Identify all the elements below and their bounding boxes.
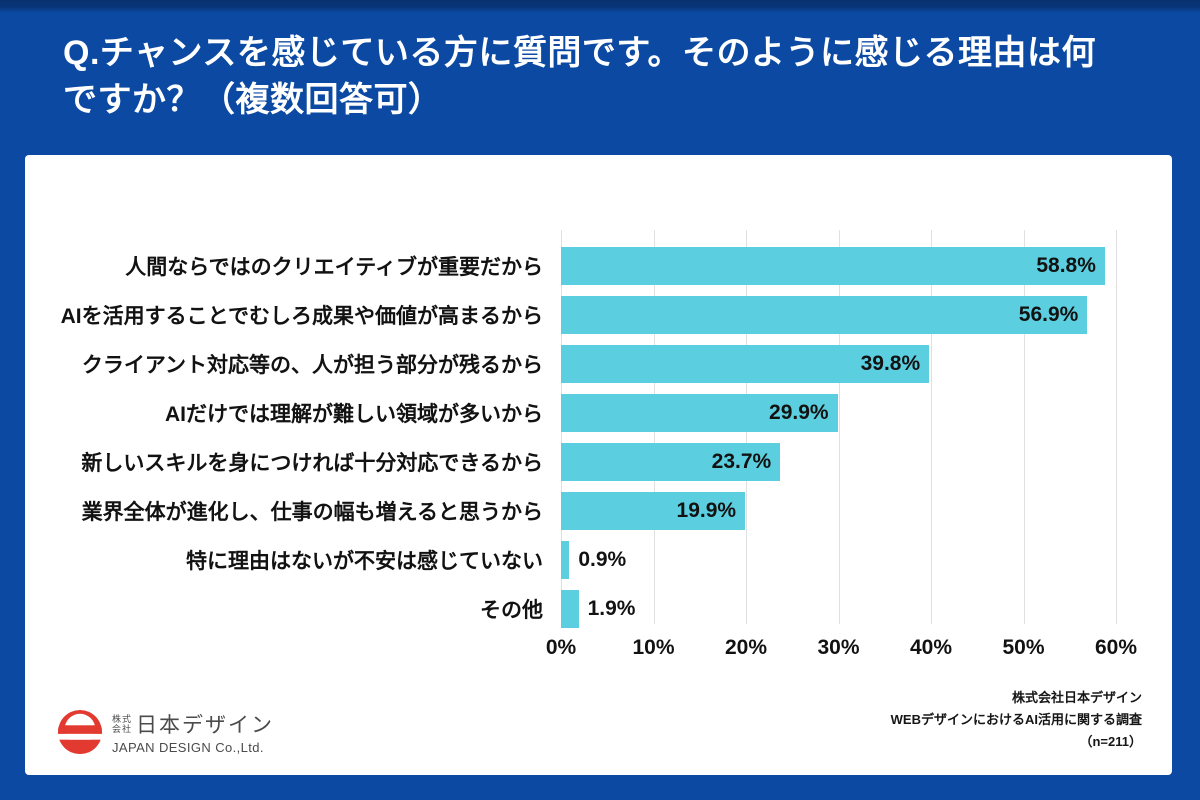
x-tick-label: 30% — [817, 636, 860, 659]
top-edge-shade — [0, 0, 1200, 13]
chart-card: 人間ならではのクリエイティブが重要だから 58.8% AIを活用することでむしろ… — [25, 155, 1172, 775]
category-label: 業界全体が進化し、仕事の幅も増えると思うから — [81, 500, 543, 524]
value-label: 29.9% — [769, 400, 829, 424]
question-title-line2: ですか？（複数回答可） — [63, 80, 443, 119]
bar-row: 人間ならではのクリエイティブが重要だから 58.8% — [25, 241, 1172, 290]
bar-rows: 人間ならではのクリエイティブが重要だから 58.8% AIを活用することでむしろ… — [25, 241, 1172, 633]
survey-source: 株式会社日本デザイン WEBデザインにおけるAI活用に関する調査 （n=211） — [891, 687, 1142, 753]
logo-prefix: 株式 会社 — [112, 714, 132, 735]
bar-row: 業界全体が進化し、仕事の幅も増えると思うから 19.9% — [25, 486, 1172, 535]
bar-track: 0.9% — [561, 540, 1172, 579]
x-tick-label: 40% — [909, 636, 953, 659]
bar — [561, 442, 781, 481]
value-label: 39.8% — [860, 351, 921, 375]
x-tick-label: 20% — [724, 636, 768, 659]
value-label: 0.9% — [578, 547, 627, 571]
value-label: 19.9% — [676, 498, 737, 522]
bar — [561, 246, 1105, 285]
source-survey-title: WEBデザインにおけるAI活用に関する調査 — [890, 711, 1142, 727]
bar-row: AIだけでは理解が難しい領域が多いから 29.9% — [25, 388, 1172, 437]
bar-track: 39.8% — [561, 344, 1172, 383]
category-label: 特に理由はないが不安は感じていない — [186, 549, 543, 573]
bar — [561, 344, 930, 383]
bar-row: AIを活用することでむしろ成果や価値が高まるから 56.9% — [25, 290, 1172, 339]
x-axis: 0% 10% 20% 30% 40% 50% 60% — [546, 635, 1137, 661]
bar — [561, 393, 838, 432]
gridline — [1023, 230, 1025, 624]
bar-row: クライアント対応等の、人が担う部分が残るから 39.8% — [25, 339, 1172, 388]
x-tick-label: 0% — [545, 636, 577, 659]
bar-track: 1.9% — [561, 589, 1172, 628]
x-tick-label: 60% — [1094, 636, 1138, 659]
bar-track: 58.8% — [561, 246, 1172, 285]
company-logo: 株式 会社 日本デザイン JAPAN DESIGN Co.,Ltd. — [57, 709, 274, 755]
value-label: 1.9% — [587, 596, 636, 620]
category-label: クライアント対応等の、人が担う部分が残るから — [81, 353, 543, 377]
bar-row: その他 1.9% — [25, 584, 1172, 633]
logo-text: 株式 会社 日本デザイン JAPAN DESIGN Co.,Ltd. — [112, 709, 274, 755]
bar — [561, 295, 1088, 334]
bar — [561, 589, 579, 628]
bar — [561, 540, 570, 579]
logo-prefix-top: 株式 — [112, 713, 133, 724]
category-label: 人間ならではのクリエイティブが重要だから — [125, 255, 543, 279]
bar — [561, 491, 746, 530]
question-title: Q.チャンスを感じている方に質問です。そのように感じる理由は何 ですか？（複数回… — [63, 30, 1153, 124]
bar-track: 23.7% — [561, 442, 1172, 481]
bar-track: 29.9% — [561, 393, 1172, 432]
value-label: 56.9% — [1018, 302, 1079, 326]
bar-row: 新しいスキルを身につければ十分対応できるから 23.7% — [25, 437, 1172, 486]
x-tick-label: 10% — [632, 636, 675, 659]
gridline — [838, 230, 840, 624]
category-label: AIを活用することでむしろ成果や価値が高まるから — [60, 304, 543, 328]
category-label: 新しいスキルを身につければ十分対応できるから — [81, 451, 543, 475]
bar-track: 56.9% — [561, 295, 1172, 334]
gridline — [931, 230, 932, 624]
value-label: 58.8% — [1036, 253, 1096, 277]
question-title-line1: Q.チャンスを感じている方に質問です。そのように感じる理由は何 — [63, 34, 1096, 72]
logo-prefix-bottom: 会社 — [112, 724, 133, 734]
source-sample-size: （n=211） — [1079, 733, 1142, 749]
source-company: 株式会社日本デザイン — [1011, 689, 1142, 705]
gridline — [1116, 230, 1117, 624]
x-tick-label: 50% — [1002, 636, 1045, 659]
category-label: AIだけでは理解が難しい領域が多いから — [165, 402, 543, 426]
category-label: その他 — [480, 598, 543, 622]
logo-name-en: JAPAN DESIGN Co.,Ltd. — [112, 740, 264, 755]
value-label: 23.7% — [711, 449, 772, 473]
logo-mark-icon — [57, 709, 103, 755]
bar-track: 19.9% — [561, 491, 1172, 530]
bar-row: 特に理由はないが不安は感じていない 0.9% — [25, 535, 1172, 584]
logo-name-jp: 日本デザイン — [136, 714, 275, 737]
